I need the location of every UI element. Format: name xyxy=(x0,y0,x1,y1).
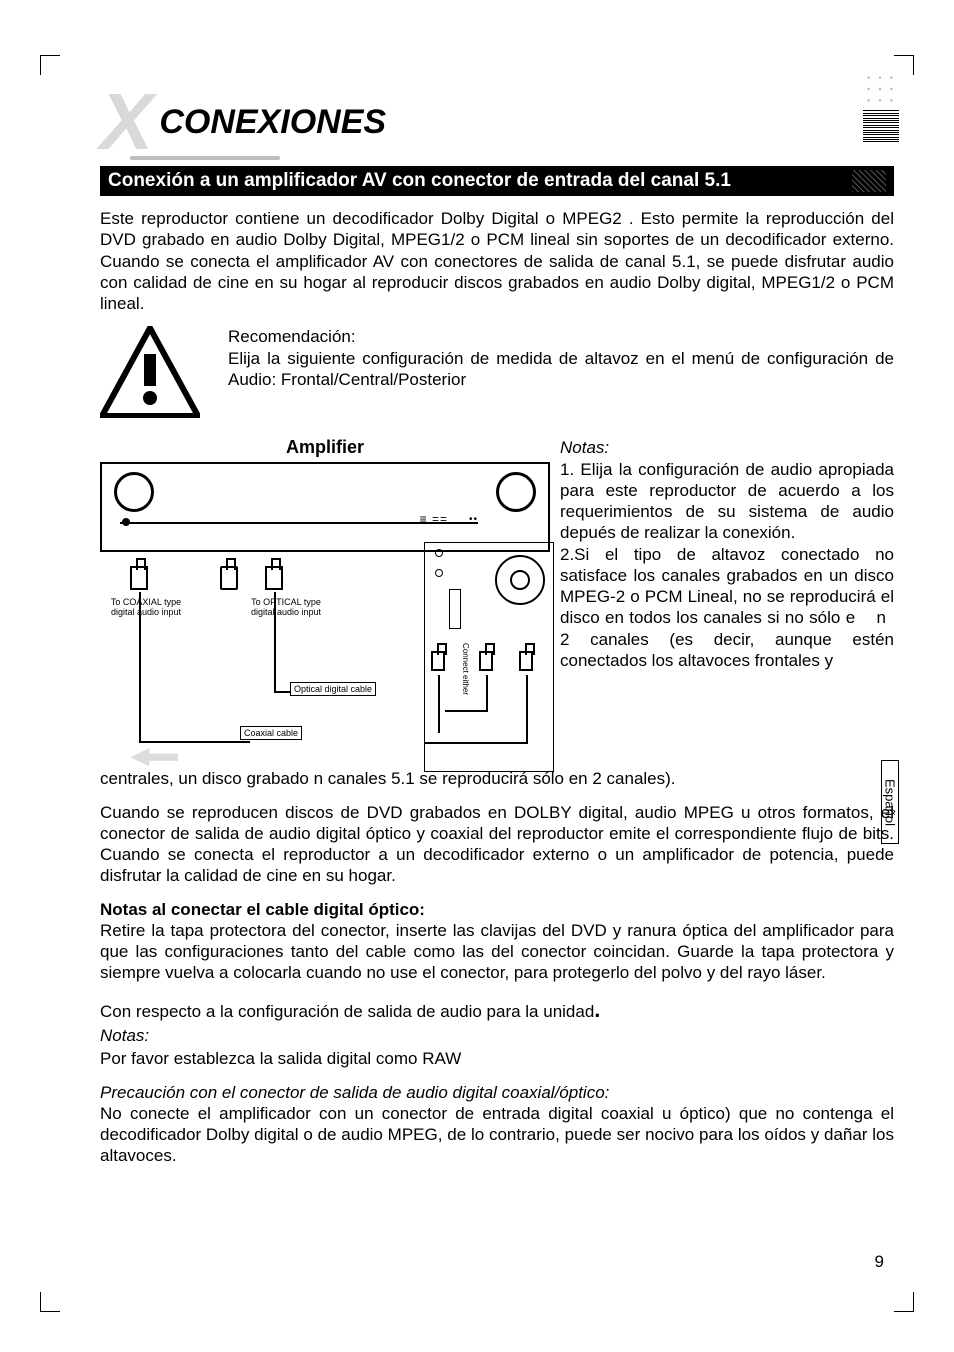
optical-notes-block: Notas al conectar el cable digital óptic… xyxy=(100,899,894,984)
optical-notes-heading: Notas al conectar el cable digital óptic… xyxy=(100,900,425,919)
optical-notes-text: Retire la tapa protectora del conector, … xyxy=(100,921,894,983)
knob-icon xyxy=(496,472,536,512)
note-1: 1. Elija la configuración de audio aprop… xyxy=(560,460,894,543)
coaxial-cable-label: Coaxial cable xyxy=(240,726,302,740)
section-heading-bar: Conexión a un amplificador AV con conect… xyxy=(100,166,894,196)
title-underline xyxy=(130,156,280,160)
note-2-en: e n xyxy=(846,608,894,627)
notes-heading: Notas: xyxy=(560,438,609,457)
note-2a: 2.Si el tipo de altavoz conectado no sat… xyxy=(560,545,894,628)
raw-line: Por favor establezca la salida digital c… xyxy=(100,1048,894,1069)
side-notes: Notas: 1. Elija la configuración de audi… xyxy=(560,437,894,762)
paragraph-dolby: Cuando se reproducen discos de DVD graba… xyxy=(100,802,894,887)
language-tab-label: Español xyxy=(883,779,898,826)
logo-x-icon: X xyxy=(100,90,149,154)
knob-icon xyxy=(114,472,154,512)
warning-icon xyxy=(100,326,200,423)
dvd-cable-lines xyxy=(425,543,555,773)
recommendation-block: Recomendación: Elija la siguiente config… xyxy=(100,326,894,423)
page-content: X CONEXIONES Conexión a un amplificador … xyxy=(0,0,954,1219)
precaution-block: Precaución con el conector de salida de … xyxy=(100,1082,894,1167)
config-line-text: Con respecto a la configuración de salid… xyxy=(100,1002,594,1021)
dots-icon xyxy=(852,170,886,192)
diagram-lower: To COAXIAL type digital audio input To O… xyxy=(100,552,550,762)
connection-diagram: Amplifier •• ≡ == To COAXIAL type digita… xyxy=(100,437,550,762)
precaution-text: No conecte el amplificador con un conect… xyxy=(100,1104,894,1166)
title-row: X CONEXIONES xyxy=(100,90,894,154)
diagram-and-notes-row: Amplifier •• ≡ == To COAXIAL type digita… xyxy=(100,437,894,762)
recommendation-text: Recomendación: Elija la siguiente config… xyxy=(228,326,894,390)
amplifier-box: •• ≡ == xyxy=(100,462,550,552)
dvd-player-box: Connect either xyxy=(424,542,554,772)
intro-paragraph: Este reproductor contiene un decodificad… xyxy=(100,208,894,314)
recommendation-label: Recomendación: xyxy=(228,327,356,346)
amp-dots: •• xyxy=(469,514,478,525)
amp-slits: ≡ == xyxy=(420,512,448,526)
note-2b: 2 canales (es decir, aunque estén conect… xyxy=(560,630,894,670)
page-number: 9 xyxy=(875,1252,884,1272)
language-tab: Español xyxy=(881,760,899,844)
precaution-heading: Precaución con el conector de salida de … xyxy=(100,1083,609,1102)
crop-mark xyxy=(894,1292,914,1312)
recommendation-body: Elija la siguiente configuración de medi… xyxy=(228,349,894,389)
crop-mark xyxy=(40,1292,60,1312)
config-dot: . xyxy=(594,997,600,1022)
notes-label: Notas: xyxy=(100,1025,894,1046)
optical-cable-label: Optical digital cable xyxy=(290,682,376,696)
section-heading-text: Conexión a un amplificador AV con conect… xyxy=(108,170,846,192)
amplifier-label: Amplifier xyxy=(100,437,550,458)
page-title: CONEXIONES xyxy=(159,103,386,142)
config-line: Con respecto a la configuración de salid… xyxy=(100,996,894,1024)
